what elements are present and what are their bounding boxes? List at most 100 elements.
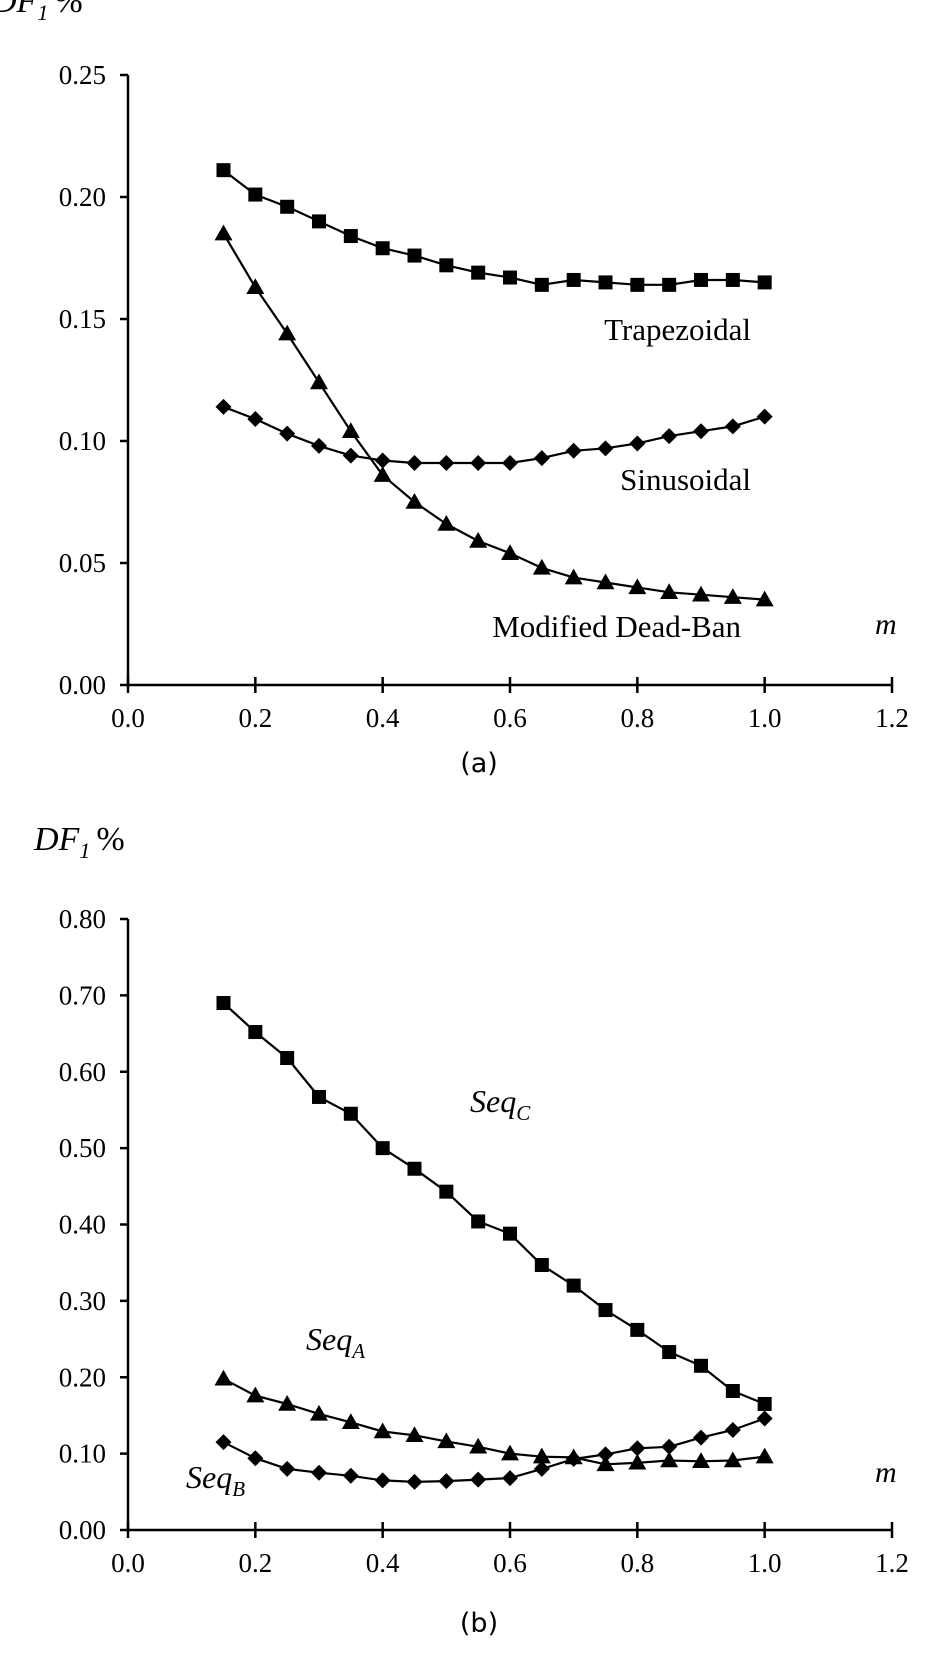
data-point-sinusoidal	[342, 447, 359, 464]
data-point-seqc	[662, 1345, 677, 1360]
series-trapezoidal	[216, 163, 772, 292]
data-point-trapezoidal	[439, 258, 454, 273]
data-point-trapezoidal	[407, 248, 422, 263]
data-point-modified-dead-ban	[246, 278, 265, 295]
series-seqc	[216, 996, 772, 1411]
label-seq-c: SeqC	[470, 1083, 531, 1125]
data-point-trapezoidal	[534, 277, 549, 292]
data-point-seqb	[374, 1472, 391, 1489]
label-sinusoidal: Sinusoidal	[620, 462, 751, 497]
series-seqa	[214, 1369, 774, 1472]
series-line-sinusoidal	[223, 405, 766, 465]
x-tick-label: 0.4	[366, 1548, 400, 1578]
data-point-seqb	[311, 1464, 327, 1481]
data-point-seqc	[598, 1303, 613, 1318]
data-point-seqa	[596, 1455, 615, 1472]
data-point-seqa	[246, 1386, 265, 1403]
data-point-seqb	[438, 1473, 455, 1490]
label-seq-b: SeqB	[186, 1459, 245, 1501]
x-tick-label: 0.0	[111, 1548, 145, 1578]
chart-b-y-axis-title: DF1%	[33, 821, 125, 863]
data-point-seqa	[469, 1437, 488, 1454]
y-tick-label: 0.80	[59, 904, 106, 934]
y-tick-label: 0.25	[59, 60, 106, 90]
data-point-trapezoidal	[280, 199, 295, 214]
y-tick-label: 0.20	[59, 182, 106, 212]
data-point-trapezoidal	[248, 187, 263, 202]
data-point-modified-dead-ban	[723, 588, 742, 604]
data-point-sinusoidal	[247, 411, 264, 428]
data-point-sinusoidal	[597, 440, 614, 457]
chart-b-caption: (b)	[460, 1608, 498, 1639]
series-line-modified-dead-ban	[222, 233, 765, 601]
x-tick-label: 0.2	[238, 703, 272, 733]
data-point-seqa	[628, 1453, 647, 1470]
y-tick-label: 0.30	[59, 1286, 106, 1316]
data-point-seqa	[692, 1452, 710, 1469]
data-point-modified-dead-ban	[501, 544, 519, 560]
series-line-trapezoidal	[222, 169, 765, 286]
data-point-seqc	[534, 1257, 549, 1272]
x-tick-label: 1.0	[748, 1548, 782, 1578]
data-point-seqb	[247, 1450, 264, 1467]
chart-a-caption: (a)	[460, 748, 498, 779]
data-point-sinusoidal	[693, 423, 709, 440]
chart-a-y-axis-title: DF1%	[0, 0, 83, 25]
data-point-seqc	[439, 1184, 454, 1199]
data-point-sinusoidal	[533, 450, 550, 467]
data-point-seqc	[694, 1358, 708, 1373]
data-point-seqa	[373, 1422, 392, 1439]
data-point-seqa	[405, 1426, 424, 1443]
data-point-modified-dead-ban	[405, 493, 424, 509]
data-point-seqa	[532, 1447, 551, 1464]
data-point-modified-dead-ban	[755, 590, 774, 607]
data-point-seqb	[756, 1410, 773, 1427]
data-point-seqa	[660, 1451, 679, 1468]
data-point-trapezoidal	[503, 270, 517, 285]
data-point-sinusoidal	[629, 435, 646, 452]
y-tick-label: 0.15	[59, 304, 106, 334]
data-point-seqb	[215, 1434, 232, 1451]
data-point-seqc	[566, 1278, 581, 1293]
data-point-seqc	[312, 1089, 326, 1104]
y-tick-label: 0.20	[59, 1362, 106, 1392]
data-point-seqa	[310, 1404, 328, 1421]
x-tick-label: 0.2	[238, 1548, 272, 1578]
data-point-seqc	[471, 1214, 486, 1229]
data-point-seqb	[470, 1471, 487, 1488]
data-point-sinusoidal	[215, 398, 232, 415]
x-tick-label: 0.8	[620, 703, 654, 733]
x-tick-label: 1.2	[875, 1548, 909, 1578]
x-tick-label: 0.0	[111, 703, 145, 733]
data-point-sinusoidal	[438, 454, 455, 471]
data-point-seqc	[407, 1161, 422, 1176]
data-point-trapezoidal	[757, 275, 772, 290]
data-point-seqb	[279, 1460, 296, 1477]
data-point-modified-dead-ban	[373, 466, 392, 482]
data-point-modified-dead-ban	[692, 585, 710, 602]
data-point-seqa	[437, 1432, 456, 1449]
data-point-modified-dead-ban	[660, 583, 679, 600]
data-point-modified-dead-ban	[437, 514, 456, 531]
y-tick-label: 0.70	[59, 980, 106, 1010]
data-point-modified-dead-ban	[564, 568, 583, 585]
data-point-sinusoidal	[406, 454, 423, 471]
y-tick-label: 0.10	[59, 426, 106, 456]
data-point-seqa	[501, 1444, 519, 1461]
y-tick-label: 0.50	[59, 1133, 106, 1163]
x-tick-label: 0.8	[620, 1548, 654, 1578]
x-tick-label: 0.6	[493, 703, 527, 733]
y-tick-label: 0.40	[59, 1210, 106, 1240]
data-point-sinusoidal	[311, 437, 327, 454]
data-point-trapezoidal	[566, 272, 581, 287]
data-point-seqc	[757, 1396, 772, 1411]
data-point-modified-dead-ban	[532, 558, 551, 575]
y-tick-label: 0.00	[59, 1515, 106, 1545]
data-point-modified-dead-ban	[596, 573, 615, 590]
chart-a: DF1% 0.00 0.05 0.10 0.15 0.20 0.25 0.0 0.2 0.4 0.…	[0, 0, 909, 779]
data-point-seqc	[248, 1025, 263, 1040]
data-point-seqa	[278, 1394, 297, 1411]
data-point-seqb	[565, 1450, 582, 1467]
data-point-seqa	[341, 1413, 360, 1430]
data-point-seqb	[533, 1460, 550, 1477]
